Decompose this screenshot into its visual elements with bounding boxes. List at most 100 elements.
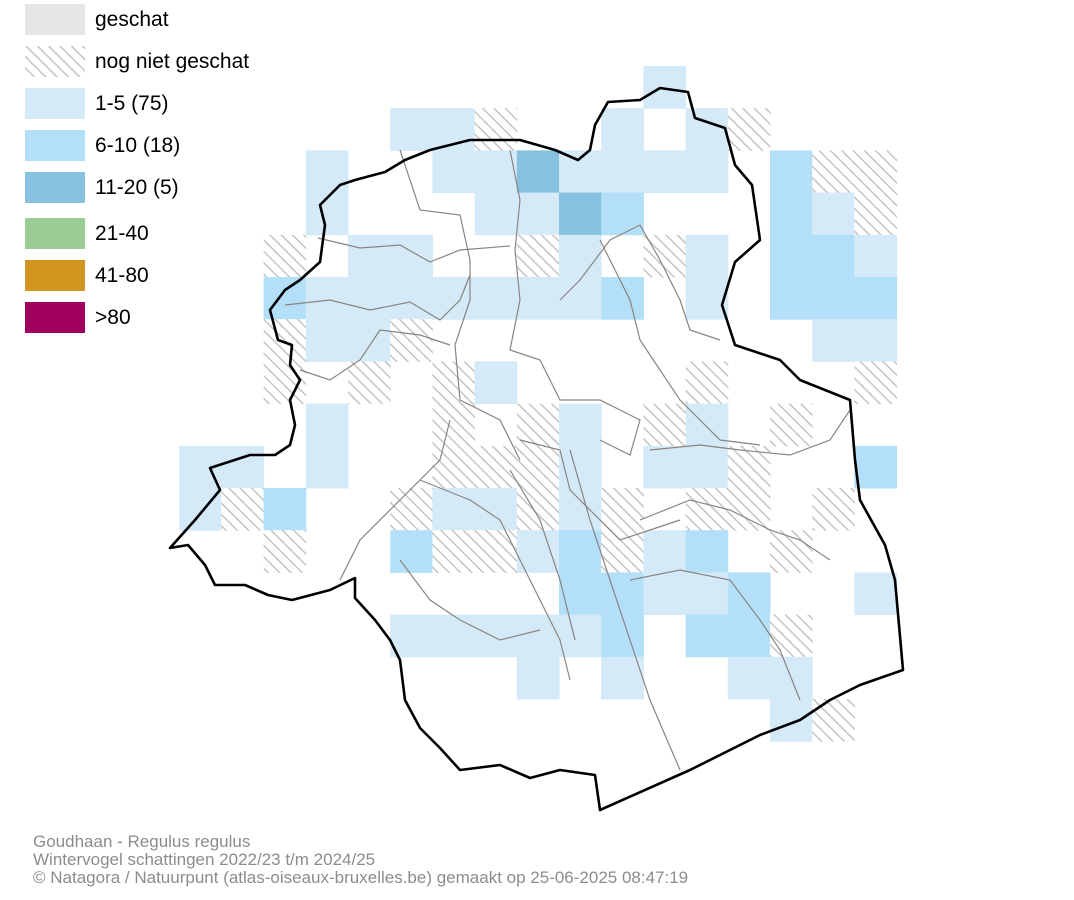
grid-square-c6-10 — [559, 530, 602, 573]
municipality-boundary — [399, 559, 541, 641]
grid-square-not-estimated — [263, 530, 307, 573]
grid-square-c6-10 — [685, 530, 729, 573]
grid-square-c1-5 — [559, 614, 602, 658]
grid-square-c1-5 — [474, 150, 518, 194]
grid-square-c1-5 — [432, 150, 476, 194]
legend-swatch-estimated — [25, 4, 85, 35]
grid-square-c6-10 — [854, 277, 898, 320]
grid-square-c6-10 — [601, 192, 644, 236]
grid-square-c1-5 — [432, 614, 476, 658]
grid-square-c1-5 — [854, 319, 898, 362]
grid-square-not-estimated — [854, 361, 898, 405]
grid-square-c6-10 — [727, 614, 771, 658]
grid-square-c1-5 — [305, 319, 349, 362]
legend-item-6-10: 6-10 (18) — [25, 130, 180, 161]
legend-item-11-20: 11-20 (5) — [25, 172, 179, 203]
grid-square-not-estimated — [516, 445, 560, 489]
grid-square-c1-5 — [348, 234, 391, 278]
grid-square-not-estimated — [432, 445, 476, 489]
grid-square-c6-10 — [770, 277, 813, 320]
municipality-boundary — [639, 499, 831, 561]
grid-square-c6-10 — [770, 234, 813, 278]
legend-swatch-11-20 — [25, 172, 85, 203]
legend-item-estimated: geschat — [25, 4, 169, 35]
municipality-boundary — [419, 479, 571, 681]
municipality-boundary — [399, 149, 521, 461]
grid-square-c1-5 — [727, 656, 771, 700]
municipality-boundary — [519, 439, 681, 541]
grid-square-c1-5 — [516, 530, 560, 573]
grid-square-c1-5 — [305, 403, 349, 447]
grid-square-c1-5 — [390, 277, 433, 320]
grid-square-c1-5 — [812, 319, 855, 362]
grid-square-c1-5 — [516, 614, 560, 658]
grid-square-c1-5 — [432, 277, 476, 320]
map-credits: Goudhaan - Regulus regulus Wintervogel s… — [33, 833, 688, 887]
grid-square-c1-5 — [559, 277, 602, 320]
grid-square-c6-10 — [263, 488, 307, 531]
legend-label-estimated: geschat — [95, 7, 169, 31]
legend-swatch-6-10 — [25, 130, 85, 161]
grid-square-c1-5 — [390, 108, 433, 151]
grid-square-not-estimated — [727, 108, 771, 151]
grid-square-not-estimated — [516, 234, 560, 278]
grid-square-not-estimated — [474, 108, 518, 151]
grid-square-c1-5 — [685, 445, 729, 489]
grid-square-c1-5 — [305, 192, 349, 236]
legend-item-80-plus: >80 — [25, 302, 131, 333]
grid-square-c6-10 — [559, 572, 602, 616]
grid-square-c1-5 — [559, 488, 602, 531]
region-outline — [168, 86, 905, 812]
grid-square-not-estimated — [263, 234, 307, 278]
legend-label-80-plus: >80 — [95, 305, 131, 329]
grid-square-c1-5 — [643, 150, 687, 194]
municipality-boundary — [649, 409, 851, 456]
grid-square-c11-20 — [516, 150, 560, 194]
grid-square-c1-5 — [559, 403, 602, 447]
legend-swatch-not-estimated — [25, 46, 85, 77]
grid-square-not-estimated — [601, 530, 644, 573]
grid-square-c1-5 — [516, 192, 560, 236]
grid-square-not-estimated — [770, 403, 813, 447]
grid-square-c1-5 — [812, 192, 855, 236]
grid-square-c1-5 — [685, 234, 729, 278]
grid-square-c6-10 — [390, 530, 433, 573]
legend-label-41-80: 41-80 — [95, 263, 149, 287]
grid-square-c1-5 — [474, 488, 518, 531]
grid-square-c1-5 — [854, 234, 898, 278]
legend-item-1-5: 1-5 (75) — [25, 88, 169, 119]
grid-square-c1-5 — [559, 445, 602, 489]
grid-square-c1-5 — [770, 699, 813, 742]
municipality-boundary — [339, 419, 451, 581]
grid-square-c1-5 — [685, 108, 729, 151]
grid-square-c1-5 — [601, 656, 644, 700]
grid-square-c1-5 — [348, 319, 391, 362]
grid-square-c1-5 — [474, 361, 518, 405]
legend-swatch-21-40 — [25, 218, 85, 249]
brussels-region-map — [168, 66, 905, 812]
grid-square-c1-5 — [305, 445, 349, 489]
grid-square-c1-5 — [305, 150, 349, 194]
legend-label-11-20: 11-20 (5) — [95, 175, 179, 199]
municipality-boundary — [569, 449, 681, 771]
grid-square-not-estimated — [685, 488, 729, 531]
legend-item-21-40: 21-40 — [25, 218, 149, 249]
grid-square-c1-5 — [516, 277, 560, 320]
grid-square-c6-10 — [770, 192, 813, 236]
grid-square-c6-10 — [770, 150, 813, 194]
grid-square-not-estimated — [854, 192, 898, 236]
municipality-boundary — [509, 469, 576, 641]
grid-square-not-estimated — [348, 361, 391, 405]
grid-square-c1-5 — [643, 66, 687, 109]
legend-label-21-40: 21-40 — [95, 221, 149, 245]
grid-square-c1-5 — [601, 150, 644, 194]
grid-square-not-estimated — [685, 361, 729, 405]
grid-square-c1-5 — [221, 445, 265, 489]
grid-square-c6-10 — [854, 445, 898, 489]
grid-square-c1-5 — [390, 614, 433, 658]
grid-square-not-estimated — [727, 488, 771, 531]
legend-swatch-80-plus — [25, 302, 85, 333]
grid-square-c11-20 — [559, 192, 602, 236]
grid-square-c1-5 — [474, 192, 518, 236]
legend-item-41-80: 41-80 — [25, 260, 149, 291]
